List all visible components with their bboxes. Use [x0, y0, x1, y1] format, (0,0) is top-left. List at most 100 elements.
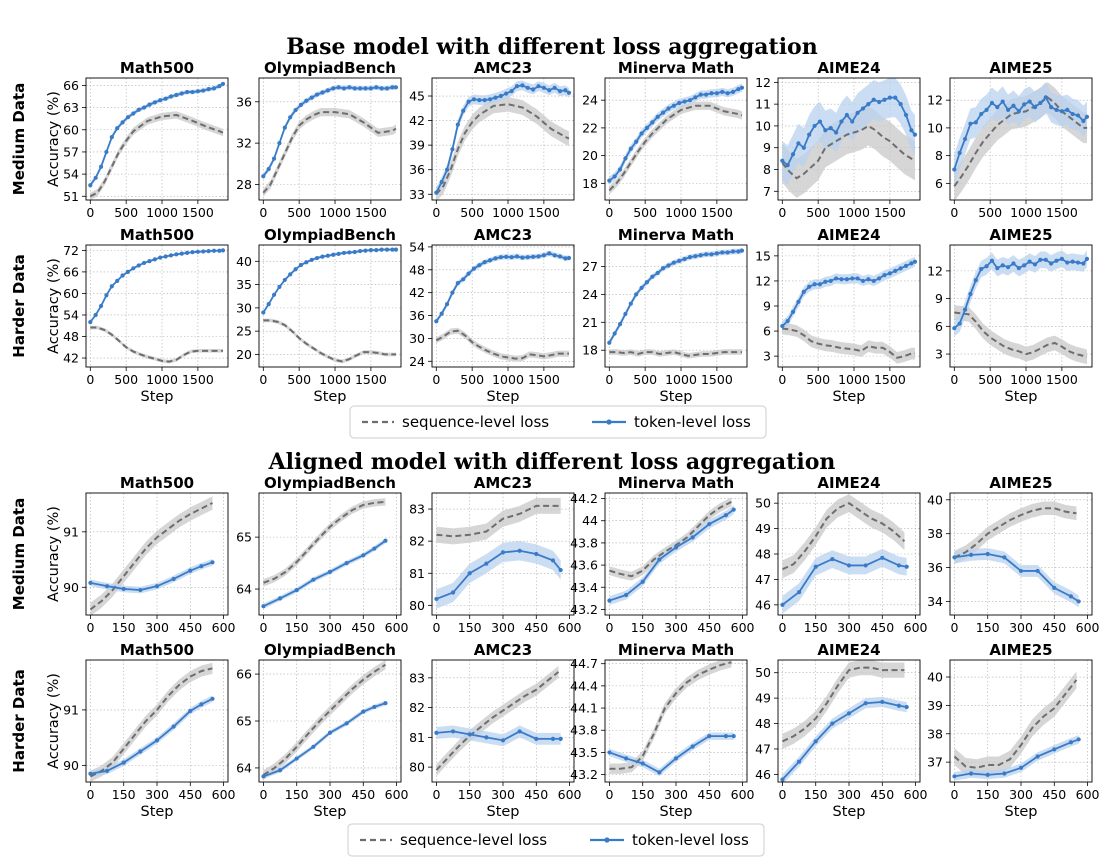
token-level-point — [179, 91, 184, 96]
token-level-point — [1016, 266, 1021, 271]
token-level-point — [347, 250, 352, 255]
token-level-point — [903, 263, 909, 268]
token-level-point — [390, 247, 395, 252]
y-tick-label: 34 — [927, 594, 943, 609]
token-level-point — [844, 277, 849, 282]
y-tick-label: 36 — [409, 308, 425, 323]
token-level-point — [120, 273, 125, 278]
token-level-point — [736, 249, 741, 254]
token-level-point — [552, 85, 557, 90]
token-level-point — [104, 584, 110, 589]
token-level-point — [830, 721, 835, 726]
x-tick-label: 0 — [432, 787, 440, 802]
x-tick-label: 1500 — [701, 372, 733, 387]
plot-frame — [777, 492, 921, 616]
token-level-point — [707, 734, 712, 739]
panel-title: AIME24 — [817, 641, 880, 659]
token-level-point — [730, 249, 736, 254]
y-tick-label: 82 — [409, 700, 425, 715]
token-level-point — [444, 167, 450, 172]
token-level-point — [325, 88, 330, 93]
token-confidence-band — [782, 256, 915, 332]
token-level-point — [450, 290, 455, 295]
x-tick-label: 300 — [491, 620, 515, 635]
token-level-point — [261, 604, 266, 609]
token-level-point — [1011, 261, 1016, 266]
token-level-point — [1035, 568, 1040, 574]
token-level-point — [534, 736, 539, 741]
x-tick-label: 1000 — [665, 372, 697, 387]
token-level-point — [693, 95, 698, 100]
panel-title: AMC23 — [474, 641, 532, 659]
y-tick-label: 49 — [755, 691, 771, 706]
panel-title: AIME25 — [989, 641, 1052, 659]
x-tick-label: 500 — [633, 372, 657, 387]
sequence-level-line — [435, 103, 570, 195]
token-level-point — [690, 535, 695, 540]
chart-panel: 0 150 300 450 600 46 47 48 49 50 AIME24 — [755, 474, 927, 635]
plot-content — [952, 250, 1090, 365]
plot-content — [88, 496, 215, 615]
token-level-point — [277, 141, 282, 146]
token-level-point — [211, 86, 217, 91]
token-level-point — [121, 760, 126, 765]
panel-title: Math500 — [120, 641, 194, 659]
token-level-point — [363, 248, 368, 253]
token-level-point — [968, 771, 974, 776]
y-tick-label: 12 — [755, 75, 771, 90]
x-tick-label: 0 — [432, 205, 440, 220]
chart-panel: 0 500 1000 1500 18 21 24 27 Minerva Math — [582, 226, 748, 387]
x-tick-label: 450 — [351, 620, 375, 635]
token-level-point — [846, 711, 852, 716]
x-tick-label: 1500 — [1046, 372, 1078, 387]
x-tick-label: 0 — [778, 787, 786, 802]
x-tick-label: 150 — [804, 787, 828, 802]
token-level-point — [563, 88, 568, 93]
token-level-point — [471, 266, 477, 271]
token-level-point — [500, 738, 506, 743]
section-title-base: Base model with different loss aggregati… — [286, 34, 817, 60]
x-tick-label: 1500 — [701, 205, 733, 220]
token-level-point — [1059, 109, 1064, 114]
token-level-point — [863, 701, 868, 706]
token-level-point — [327, 569, 333, 575]
token-level-point — [461, 108, 466, 113]
token-level-point — [163, 96, 168, 101]
x-tick-label: 1500 — [355, 372, 387, 387]
token-confidence-band — [782, 548, 907, 614]
token-level-point — [807, 132, 812, 137]
token-level-point — [341, 86, 347, 91]
chart-panel: 0 150 300 450 600 64 65 OlympiadBench — [236, 474, 408, 635]
plot-content — [88, 248, 226, 364]
x-tick-label: 150 — [631, 620, 655, 635]
sequence-level-line — [608, 104, 743, 192]
token-level-point — [344, 721, 349, 726]
x-tick-label: 600 — [212, 620, 236, 635]
token-level-point — [195, 89, 200, 94]
token-level-point — [704, 252, 709, 257]
plot-content — [607, 660, 736, 777]
token-level-point — [190, 89, 195, 95]
token-level-point — [1000, 99, 1005, 104]
token-level-point — [393, 247, 399, 252]
token-level-point — [823, 128, 828, 133]
token-level-point — [163, 254, 168, 259]
token-level-point — [444, 301, 450, 307]
token-level-point — [484, 561, 489, 566]
panel-title: AIME25 — [989, 59, 1052, 77]
panel-row: Harder Data Accuracy (%) 0 150 300 450 600 90 91… — [10, 641, 1100, 820]
token-level-point — [844, 112, 849, 118]
token-level-point — [871, 278, 876, 284]
x-tick-label: 600 — [731, 787, 755, 802]
token-level-point — [1027, 99, 1032, 104]
sequence-confidence-band — [609, 497, 732, 581]
legend-tok-marker — [604, 837, 610, 843]
token-level-point — [450, 590, 456, 595]
sequence-level-line — [263, 500, 386, 584]
token-level-point — [985, 551, 990, 557]
token-level-point — [1065, 107, 1070, 112]
chart-panel: 0 500 1000 1500 24 30 36 42 48 54 AMC23 — [409, 226, 575, 387]
x-tick-label: 450 — [870, 620, 894, 635]
token-level-point — [912, 259, 918, 264]
y-tick-label: 30 — [409, 331, 425, 346]
